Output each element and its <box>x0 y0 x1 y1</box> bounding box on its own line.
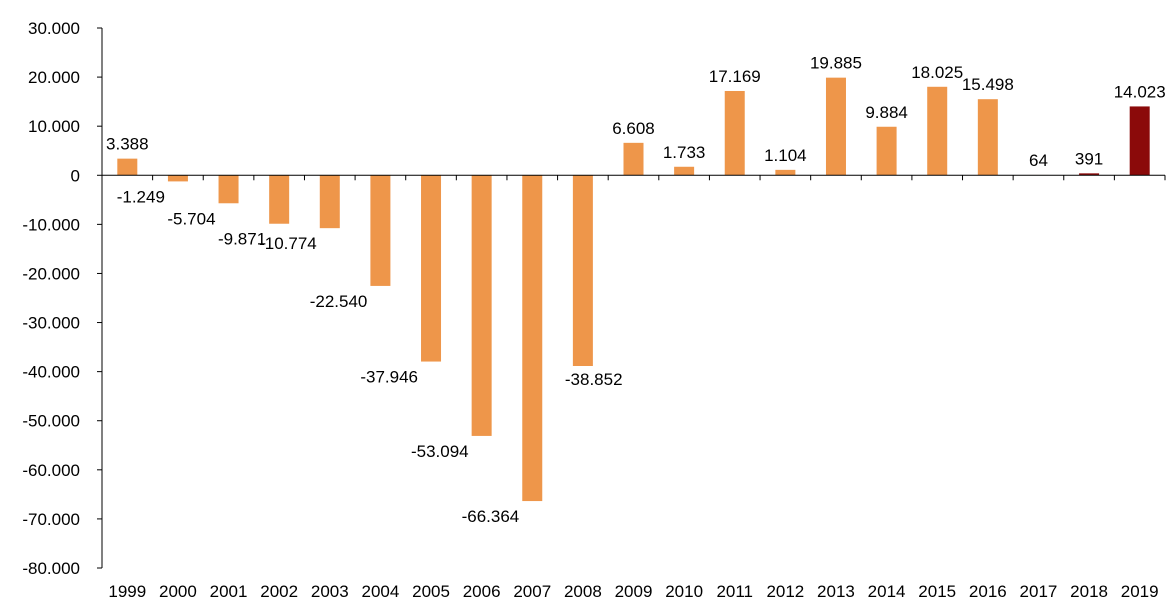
y-axis: 30.000 20.000 10.000 0 -10.000 -20.000 -30.000… <box>22 19 103 578</box>
bar-2016 <box>977 99 998 176</box>
bar-2005 <box>421 175 442 362</box>
data-label: 18.025 <box>911 63 963 82</box>
data-label: -10.774 <box>259 234 317 253</box>
data-label: -1.249 <box>117 187 165 206</box>
bar-2013 <box>825 77 846 176</box>
y-tick-label: -80.000 <box>22 559 80 578</box>
data-label: -66.364 <box>462 507 520 526</box>
x-tick-label: 2014 <box>868 582 906 601</box>
bar-2008 <box>572 175 593 367</box>
y-tick-label: 30.000 <box>28 19 80 38</box>
x-tick-label: 2003 <box>311 582 349 601</box>
x-tick-label: 2017 <box>1020 582 1058 601</box>
bar-2011 <box>724 90 745 176</box>
x-tick-label: 2015 <box>918 582 956 601</box>
bar-2018 <box>1079 173 1100 176</box>
data-labels: 3.388 -1.249-5.704-9.871-10.774 -22.540 -37… <box>106 54 1166 526</box>
bar-2010 <box>674 166 695 176</box>
bar-2003 <box>319 175 340 229</box>
bar-2004 <box>370 175 391 286</box>
x-tick-label: 2009 <box>615 582 653 601</box>
x-tick-label: 2013 <box>817 582 855 601</box>
data-label: 14.023 <box>1114 82 1166 101</box>
x-tick-label: 2001 <box>210 582 248 601</box>
data-label: 19.885 <box>810 54 862 73</box>
data-label: 391 <box>1075 149 1103 168</box>
bar-2006 <box>471 175 492 436</box>
x-axis: 1999 2000 2001 2002 2003 2004 2005 2006 2007 2008… <box>101 174 1166 601</box>
y-tick-label: -50.000 <box>22 412 80 431</box>
bar-2001 <box>218 175 239 204</box>
y-tick-label: 20.000 <box>28 68 80 87</box>
data-label: 1.104 <box>764 146 807 165</box>
bar-2000 <box>167 175 188 182</box>
y-tick-label: -10.000 <box>22 215 80 234</box>
data-label: 15.498 <box>962 75 1014 94</box>
x-tick-label: 2019 <box>1121 582 1159 601</box>
y-tick-label: 10.000 <box>28 117 80 136</box>
y-tick-label: -70.000 <box>22 510 80 529</box>
x-tick-label: 2012 <box>766 582 804 601</box>
data-label: -53.094 <box>411 442 469 461</box>
data-label: 64 <box>1029 151 1048 170</box>
x-tick-label: 2000 <box>159 582 197 601</box>
y-tick-label: 0 <box>71 166 80 185</box>
data-label: -5.704 <box>167 209 215 228</box>
x-tick-label: 1999 <box>108 582 146 601</box>
bar-2019 <box>1129 106 1150 176</box>
bar-2009 <box>623 142 644 176</box>
bar-2015 <box>927 86 948 176</box>
y-tick-label: -30.000 <box>22 314 80 333</box>
x-tick-label: 2006 <box>463 582 501 601</box>
data-label: 6.608 <box>612 119 655 138</box>
x-tick-label: 2002 <box>260 582 298 601</box>
y-tick-label: -60.000 <box>22 461 80 480</box>
data-label: 3.388 <box>106 135 149 154</box>
data-label: 9.884 <box>865 103 908 122</box>
x-tick-label: 2018 <box>1070 582 1108 601</box>
y-tick-label: -20.000 <box>22 264 80 283</box>
x-tick-label: 2004 <box>361 582 399 601</box>
bar-2012 <box>775 169 796 176</box>
y-tick-label: -40.000 <box>22 363 80 382</box>
data-label: -22.540 <box>310 292 368 311</box>
bar-1999 <box>117 158 138 176</box>
data-label: 1.733 <box>663 143 706 162</box>
bars <box>117 77 1150 502</box>
data-label: -9.871 <box>218 230 266 249</box>
x-tick-label: 2007 <box>513 582 551 601</box>
data-label: 17.169 <box>709 67 761 86</box>
x-tick-label: 2005 <box>412 582 450 601</box>
bar-2007 <box>522 175 543 502</box>
x-tick-label: 2008 <box>564 582 602 601</box>
x-tick-label: 2011 <box>716 582 753 601</box>
bar-2014 <box>876 126 897 176</box>
bar-2002 <box>269 175 290 224</box>
x-tick-label: 2010 <box>665 582 703 601</box>
data-label: -38.852 <box>565 370 623 389</box>
x-tick-label: 2016 <box>969 582 1007 601</box>
data-label: -37.946 <box>360 368 418 387</box>
